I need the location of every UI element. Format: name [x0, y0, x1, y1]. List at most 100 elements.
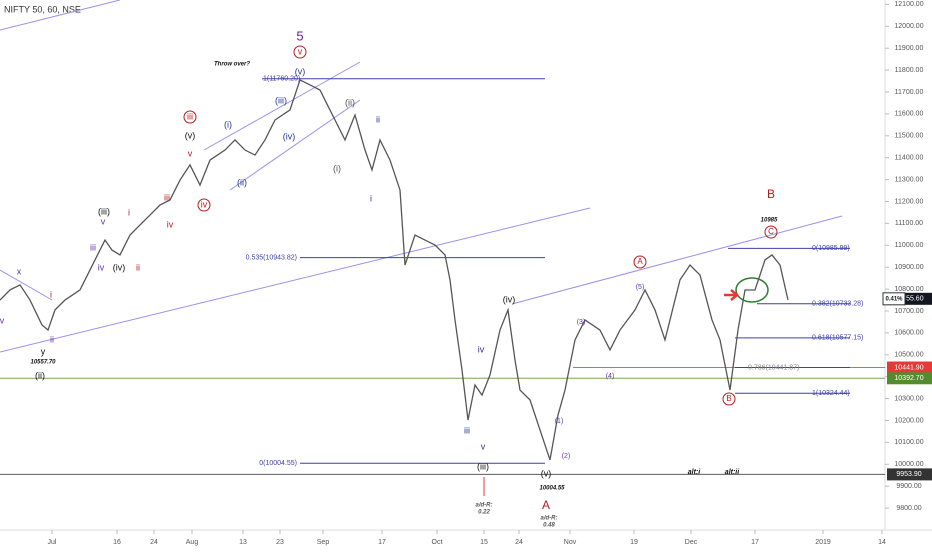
y-tick-label: 11500.00: [895, 133, 924, 140]
fib-label: 0(10004.55): [259, 460, 297, 467]
annotation: (5): [636, 284, 645, 291]
annotation: (iv): [113, 262, 126, 272]
x-tick-label: 17: [378, 539, 386, 546]
annotation: (i): [224, 119, 232, 129]
fib-label: 1(10324.44): [812, 390, 850, 397]
annotation: A: [637, 257, 643, 266]
y-tick-label: 10000.00: [894, 461, 923, 468]
annotation: i: [370, 193, 372, 203]
trend-line: [0, 269, 53, 301]
trend-line: [229, 99, 361, 191]
x-tick-label: 14: [878, 539, 886, 546]
x-tick-label: 16: [113, 539, 121, 546]
change-label: 0.41%: [885, 296, 903, 302]
annotation: (ii): [237, 177, 247, 187]
annotation-circle: [183, 110, 197, 124]
annotation: (1): [555, 418, 564, 425]
annotation: 10557.70: [30, 360, 56, 366]
annotation: B: [767, 187, 775, 201]
annotation: (4): [606, 373, 615, 380]
annotation: (iii): [477, 461, 489, 471]
y-tick-label: 10100.00: [894, 439, 923, 446]
trend-line: [0, 207, 591, 353]
annotation: (v): [295, 66, 306, 76]
fib-label: 1(11760.20): [263, 76, 300, 83]
trend-line: [203, 61, 361, 151]
price-badge-label: 9953.90: [896, 471, 921, 478]
x-tick-label: Dec: [685, 539, 698, 546]
annotation: 0.48: [543, 523, 555, 529]
annotation-circle: [293, 45, 307, 59]
annotation: i: [128, 207, 130, 217]
annotation: x: [17, 266, 22, 276]
fib-label: 0.382(10733.28): [812, 301, 863, 308]
annotation: alt:ii: [725, 469, 740, 476]
highlight: [735, 277, 769, 303]
annotation: (2): [562, 453, 571, 460]
annotation: v: [101, 216, 106, 226]
price-badge: [887, 372, 932, 385]
annotation: (v): [541, 468, 552, 478]
fib-label: 0.618(10577.15): [812, 335, 863, 342]
annotation: iv: [478, 344, 485, 354]
change-badge: [882, 292, 906, 306]
annotation: Throw over?: [214, 62, 250, 68]
y-tick-label: 11700.00: [895, 89, 924, 96]
x-tick-label: 24: [515, 539, 523, 546]
y-tick-label: 10200.00: [894, 417, 923, 424]
y-tick-label: 11400.00: [895, 155, 924, 162]
y-tick-label: 10600.00: [894, 330, 923, 337]
chart-title: NIFTY 50, 60, NSE: [4, 4, 81, 14]
annotation: 10004.55: [539, 486, 565, 492]
annotation-circle: [197, 198, 211, 212]
arrow: [724, 289, 739, 301]
fib-label: 0(10985.99): [812, 245, 850, 252]
x-tick-label: 17: [751, 539, 759, 546]
annotation: (3): [577, 319, 586, 326]
fib-label: 0.535(10943.82): [246, 254, 297, 261]
annotation: ii: [50, 334, 54, 344]
y-tick-label: 11900.00: [895, 45, 924, 52]
y-tick-label: 10500.00: [894, 352, 923, 359]
x-tick-label: 15: [480, 539, 488, 546]
x-tick-label: Jul: [48, 539, 57, 546]
y-tick-label: 11000.00: [895, 242, 924, 249]
annotation: iv: [98, 262, 105, 272]
y-tick-label: 10900.00: [894, 264, 923, 271]
annotation: ii: [136, 262, 140, 272]
annotation: (ii): [345, 97, 355, 107]
y-tick-label: 11800.00: [895, 67, 924, 74]
price-badge: [887, 468, 932, 481]
price-badge-label: 10755.60: [894, 296, 923, 303]
annotation: i: [50, 289, 52, 299]
annotation: v: [481, 441, 486, 451]
x-tick-label: Aug: [186, 539, 199, 546]
annotation: (ii): [35, 370, 45, 380]
annotation: (iii): [98, 206, 110, 216]
annotation: v: [188, 148, 193, 158]
annotation: (iii): [275, 95, 287, 105]
annotation-circle: [633, 255, 647, 269]
y-tick-label: 9800.00: [896, 505, 921, 512]
annotation: 0.22: [478, 510, 490, 516]
annotation: iv: [167, 219, 174, 229]
fib-label: 0.786(10441.87): [748, 364, 799, 371]
price-line-series: [0, 79, 789, 461]
y-tick-label: 9900.00: [896, 483, 921, 490]
annotation: iii: [90, 242, 96, 252]
y-tick-label: 12000.00: [894, 23, 923, 30]
annotation: 5: [296, 28, 303, 43]
y-tick-label: 10700.00: [894, 308, 923, 315]
x-tick-label: 2019: [815, 539, 831, 546]
annotation-circle: [722, 392, 736, 406]
annotation: C: [768, 227, 774, 236]
annotation: iii: [187, 111, 193, 121]
y-tick-label: 11100.00: [895, 220, 923, 227]
trend-line: [511, 215, 843, 305]
annotation-circle: [764, 225, 778, 239]
annotation: a/d-R:: [476, 503, 493, 509]
y-tick-label: 11600.00: [895, 111, 924, 118]
